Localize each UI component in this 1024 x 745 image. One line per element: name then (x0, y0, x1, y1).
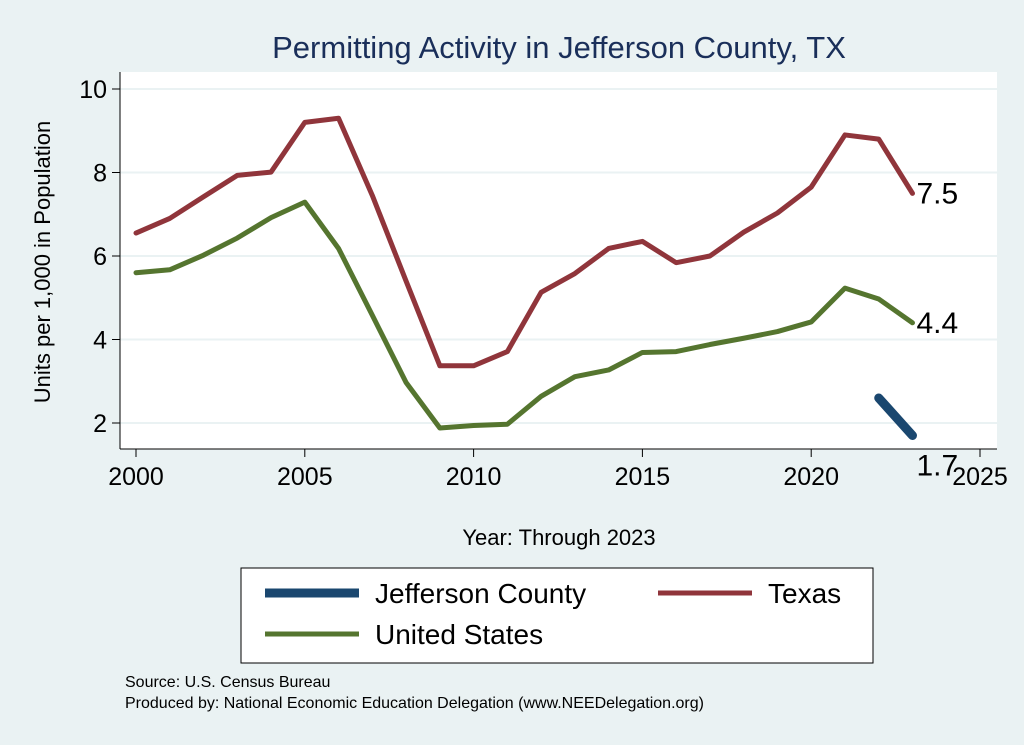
x-tick-label: 2000 (108, 463, 164, 491)
x-tick-label: 2010 (446, 463, 502, 491)
end-label: 4.4 (916, 307, 958, 340)
chart-title: Permitting Activity in Jefferson County,… (272, 30, 846, 65)
produced-by-note: Produced by: National Economic Education… (125, 695, 704, 712)
x-tick-label: 2015 (615, 463, 671, 491)
x-tick-label: 2025 (952, 463, 1008, 491)
legend-label: United States (375, 619, 543, 650)
x-tick-label: 2005 (277, 463, 333, 491)
y-tick-label: 2 (93, 410, 107, 438)
legend-label: Texas (768, 578, 841, 609)
end-label: 1.7 (916, 450, 958, 483)
x-axis-label: Year: Through 2023 (462, 525, 655, 550)
legend (240, 567, 874, 664)
y-tick-label: 10 (79, 76, 107, 104)
legend-label: Jefferson County (375, 578, 586, 609)
source-note: Source: U.S. Census Bureau (125, 674, 330, 691)
series-line-texas (133, 115, 915, 369)
plot-area (120, 72, 997, 449)
x-tick-label: 2020 (783, 463, 839, 491)
y-axis-label: Units per 1,000 in Population (30, 121, 55, 404)
end-label: 7.5 (916, 177, 958, 210)
series-line-jefferson-county (874, 393, 917, 441)
y-tick-label: 4 (93, 327, 107, 355)
series-line-united-states (133, 199, 915, 431)
y-tick-label: 8 (93, 160, 107, 188)
y-tick-label: 6 (93, 243, 107, 271)
